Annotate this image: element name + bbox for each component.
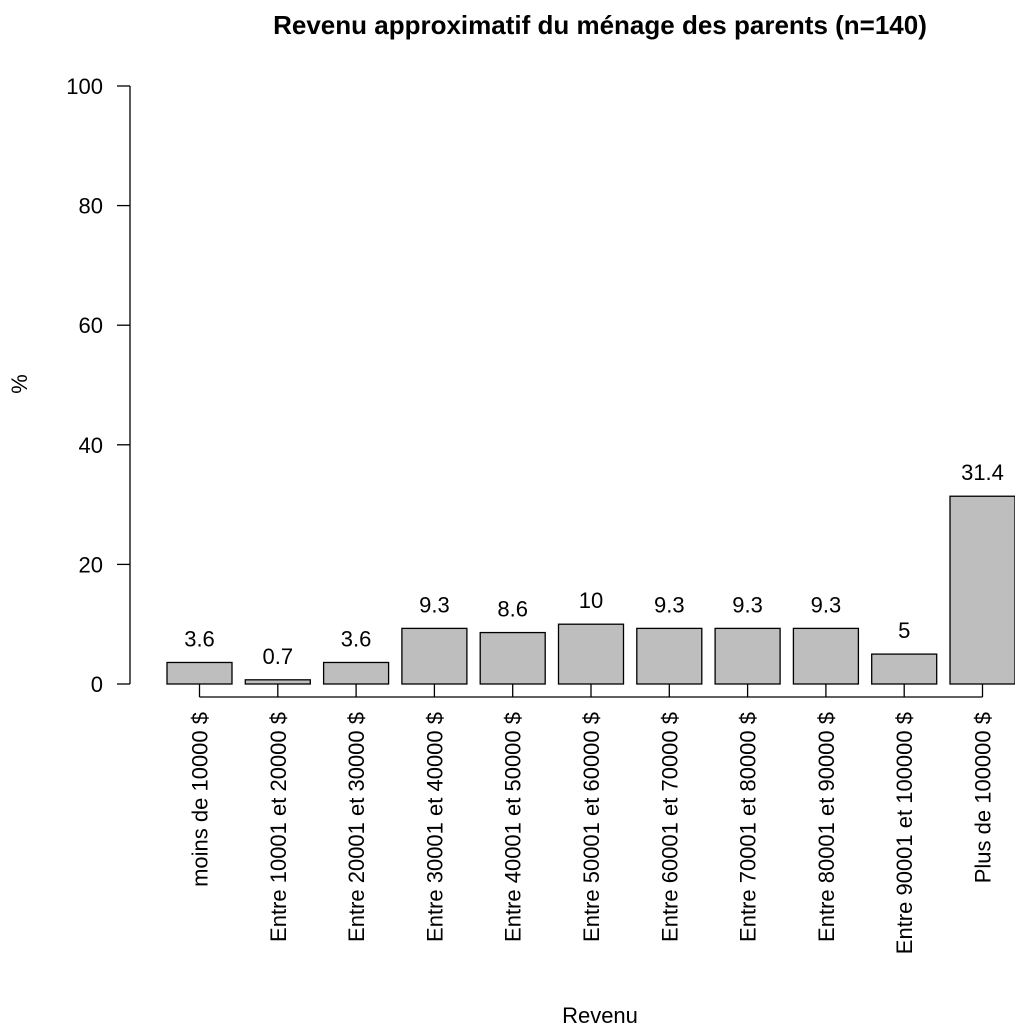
x-tick-label: Entre 40001 et 50000 $ bbox=[501, 712, 526, 942]
y-tick-label: 80 bbox=[79, 194, 103, 219]
bar-value-label: 9.3 bbox=[811, 592, 842, 617]
bar-value-label: 3.6 bbox=[184, 626, 215, 651]
bar-value-label: 9.3 bbox=[654, 592, 685, 617]
y-tick-label: 20 bbox=[79, 552, 103, 577]
bars bbox=[166, 495, 1015, 685]
bar-value-label: 10 bbox=[579, 588, 603, 613]
y-axis: 0 20 40 60 80 100 bbox=[66, 74, 131, 697]
bar-value-label: 9.3 bbox=[732, 592, 763, 617]
x-tick-label: Entre 90001 et 100000 $ bbox=[892, 712, 917, 954]
x-tick-label: Entre 30001 et 40000 $ bbox=[422, 712, 447, 942]
bar bbox=[401, 627, 468, 685]
y-tick-label: 40 bbox=[79, 433, 103, 458]
x-tick-label: Entre 10001 et 20000 $ bbox=[266, 712, 291, 942]
bar bbox=[792, 627, 860, 685]
bar bbox=[166, 661, 233, 685]
bar bbox=[949, 495, 1015, 685]
bar-value-label: 0.7 bbox=[263, 644, 294, 669]
x-tick-label: Entre 80001 et 90000 $ bbox=[814, 712, 839, 942]
y-tick-label: 100 bbox=[66, 74, 103, 99]
x-tick-labels: moins de 10000 $ Entre 10001 et 20000 $ En… bbox=[188, 712, 996, 954]
x-tick-label: Entre 60001 et 70000 $ bbox=[657, 712, 682, 942]
x-tick-label: Entre 50001 et 60000 $ bbox=[579, 712, 604, 942]
bar bbox=[636, 627, 703, 685]
data-labels: 3.6 0.7 3.6 9.3 8.6 10 9.3 9.3 9.3 5 31.4 bbox=[184, 460, 1004, 669]
bar-value-label: 31.4 bbox=[961, 460, 1004, 485]
x-tick-label: Entre 20001 et 30000 $ bbox=[344, 712, 369, 942]
bar bbox=[714, 627, 781, 685]
x-tick-label: moins de 10000 $ bbox=[188, 712, 213, 887]
x-axis bbox=[198, 684, 984, 698]
bar-value-label: 5 bbox=[898, 618, 910, 643]
x-tick-label: Plus de 100000 $ bbox=[971, 712, 996, 883]
y-tick-label: 60 bbox=[79, 313, 103, 338]
bar bbox=[871, 653, 938, 685]
bar bbox=[244, 679, 311, 685]
bar bbox=[557, 623, 625, 685]
chart-title: Revenu approximatif du ménage des parent… bbox=[273, 10, 927, 40]
bar bbox=[479, 631, 546, 685]
bar bbox=[322, 661, 390, 685]
y-tick-label: 0 bbox=[91, 672, 103, 697]
bar-value-label: 8.6 bbox=[497, 597, 528, 622]
y-axis-label: % bbox=[7, 374, 32, 394]
bar-value-label: 3.6 bbox=[341, 626, 372, 651]
x-axis-label: Revenu bbox=[562, 1003, 638, 1028]
x-tick-label: Entre 70001 et 80000 $ bbox=[736, 712, 761, 942]
bar-value-label: 9.3 bbox=[419, 592, 450, 617]
